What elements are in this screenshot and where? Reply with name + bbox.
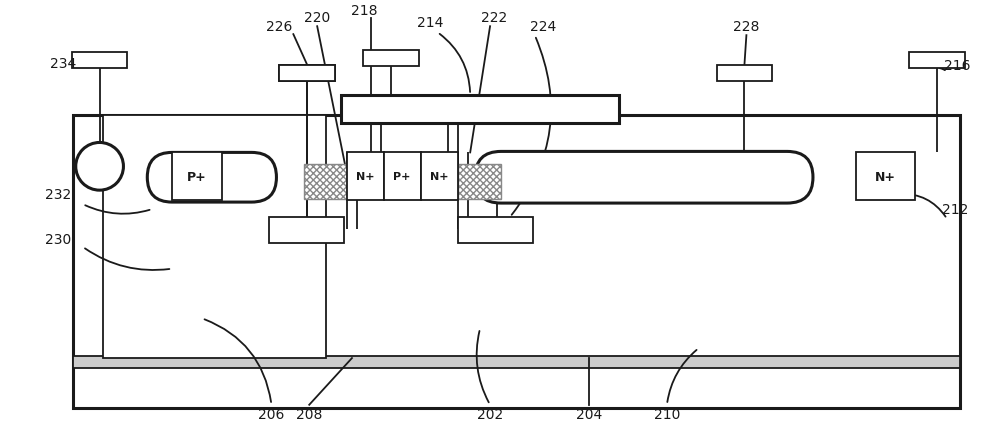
Bar (172, 153, 222, 201)
Text: 216: 216 (944, 59, 970, 73)
Bar (279, 66, 335, 82)
Text: 206: 206 (258, 407, 285, 421)
Bar (717, 66, 772, 82)
Text: 232: 232 (45, 188, 71, 202)
Bar (341, 95, 619, 123)
Circle shape (76, 143, 123, 191)
Text: 234: 234 (50, 57, 76, 71)
Text: 220: 220 (304, 11, 330, 25)
FancyBboxPatch shape (475, 152, 813, 203)
Bar (269, 218, 344, 243)
Text: N+: N+ (875, 170, 896, 183)
FancyBboxPatch shape (147, 153, 276, 203)
Bar (384, 153, 421, 201)
Bar (304, 165, 347, 200)
Text: P+: P+ (393, 172, 410, 182)
Text: 218: 218 (351, 4, 377, 18)
Text: 230: 230 (45, 232, 71, 246)
Bar (458, 218, 533, 243)
Text: 226: 226 (266, 20, 293, 34)
Bar (909, 53, 965, 69)
Bar (279, 66, 335, 82)
Bar (421, 153, 458, 201)
Text: 202: 202 (477, 407, 503, 421)
Text: 212: 212 (942, 203, 968, 217)
Bar (73, 356, 960, 368)
Text: N+: N+ (356, 172, 374, 182)
Text: 222: 222 (481, 11, 507, 25)
Bar (347, 153, 384, 201)
Text: 214: 214 (417, 16, 444, 30)
Bar (856, 153, 915, 201)
Bar (72, 53, 127, 69)
Bar (458, 165, 501, 200)
Text: 224: 224 (530, 20, 556, 34)
Bar (363, 51, 419, 67)
Text: 204: 204 (576, 407, 603, 421)
Bar (103, 115, 326, 358)
Text: P+: P+ (187, 170, 207, 183)
Text: N+: N+ (430, 172, 449, 182)
Bar (73, 115, 960, 408)
Text: 208: 208 (296, 407, 322, 421)
Text: 228: 228 (733, 20, 760, 34)
Text: 210: 210 (654, 407, 680, 421)
